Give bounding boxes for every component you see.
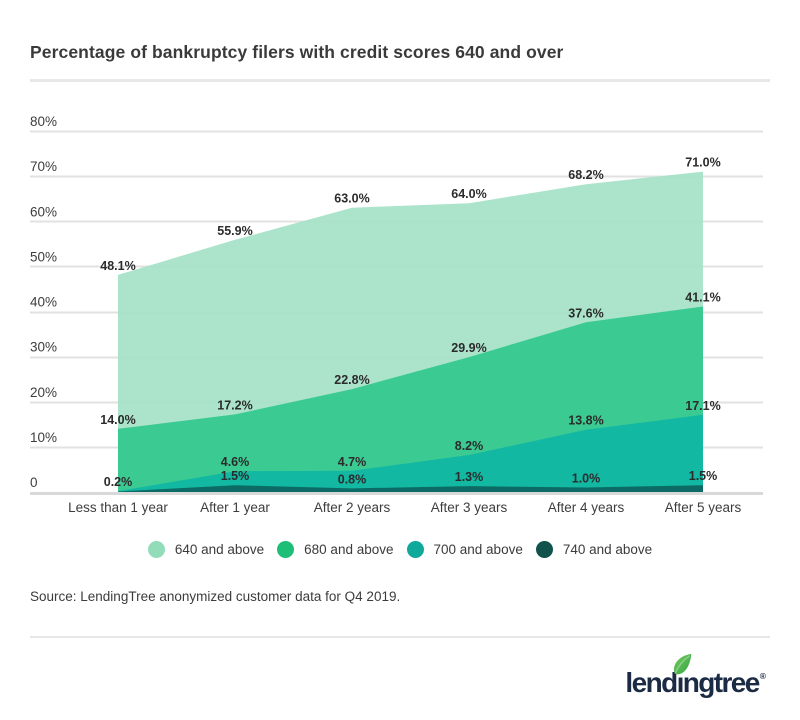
value-label-680-and-above: 41.1% [685,291,720,305]
value-label-640-and-above: 64.0% [451,187,486,201]
top-divider [30,79,770,82]
y-tick-label: 0 [30,475,38,490]
value-label-680-and-above: 22.8% [334,373,369,387]
y-tick-label: 10% [30,430,57,445]
legend-label: 680 and above [304,542,394,557]
value-label-680-and-above: 37.6% [568,306,603,320]
source-note: Source: LendingTree anonymized customer … [30,589,401,604]
legend-item-680-and-above: 680 and above [277,541,394,558]
chart-title: Percentage of bankruptcy filers with cre… [30,42,564,62]
legend-label: 740 and above [562,542,653,557]
area-700-and-above [118,414,703,492]
legend-item-740-and-above: 740 and above [535,541,653,558]
y-tick-label: 50% [30,249,57,264]
y-tick-label: 80% [30,114,57,129]
x-category-label: After 3 years [431,500,508,515]
value-label-740-and-above: 1.5% [221,469,250,483]
y-tick-label: 30% [30,340,57,355]
value-label-700-and-above: 8.2% [455,439,484,453]
value-label-700-and-above: 17.1% [685,399,720,413]
legend-label: 640 and above [174,542,265,557]
chart-legend: 640 and above 680 and above 700 and above 7… [0,537,800,562]
value-label-700-and-above: 4.6% [221,455,250,469]
value-label-640-and-above: 55.9% [217,224,252,238]
value-label-700-and-above: 0.2% [104,475,133,489]
value-label-640-and-above: 68.2% [568,168,603,182]
legend-item-700-and-above: 700 and above [406,541,523,558]
value-label-700-and-above: 4.7% [338,455,367,469]
x-axis-line [30,492,763,495]
registered-trademark: ® [759,671,766,681]
area-chart: 0 10% 20% 30% 40% 50% 60% 70% 80% Less than 1 yea… [30,114,763,515]
legend-swatch-icon [406,541,424,558]
value-label-680-and-above: 29.9% [451,341,486,355]
area-740-and-above [118,485,703,492]
legend-swatch-icon [147,541,165,558]
x-category-label: After 1 year [200,500,270,515]
logo-text: lendıngtree [625,667,760,698]
value-label-740-and-above: 0.8% [338,472,367,486]
legend-item-640-and-above: 640 and above [147,541,265,558]
x-category-label: Less than 1 year [68,500,168,515]
legend-label: 700 and above [433,542,523,557]
x-category-label: After 5 years [665,500,742,515]
x-category-label: After 2 years [314,500,391,515]
bottom-divider [30,636,770,638]
value-label-740-and-above: 1.3% [455,470,484,484]
y-tick-label: 70% [30,159,57,174]
leaf-icon [674,653,692,675]
value-label-700-and-above: 13.8% [568,414,603,428]
value-label-680-and-above: 17.2% [217,398,252,412]
value-label-640-and-above: 48.1% [100,259,135,273]
legend-swatch-icon [277,541,295,558]
x-category-label: After 4 years [548,500,625,515]
value-label-740-and-above: 1.5% [689,469,718,483]
value-label-640-and-above: 71.0% [685,156,720,170]
y-tick-label: 20% [30,385,57,400]
value-label-740-and-above: 1.0% [572,472,601,486]
value-label-640-and-above: 63.0% [334,192,369,206]
y-tick-label: 60% [30,204,57,219]
value-label-680-and-above: 14.0% [100,413,135,427]
y-tick-label: 40% [30,295,57,310]
legend-swatch-icon [535,541,553,558]
lendingtree-logo: lendıngtree® [625,653,766,706]
